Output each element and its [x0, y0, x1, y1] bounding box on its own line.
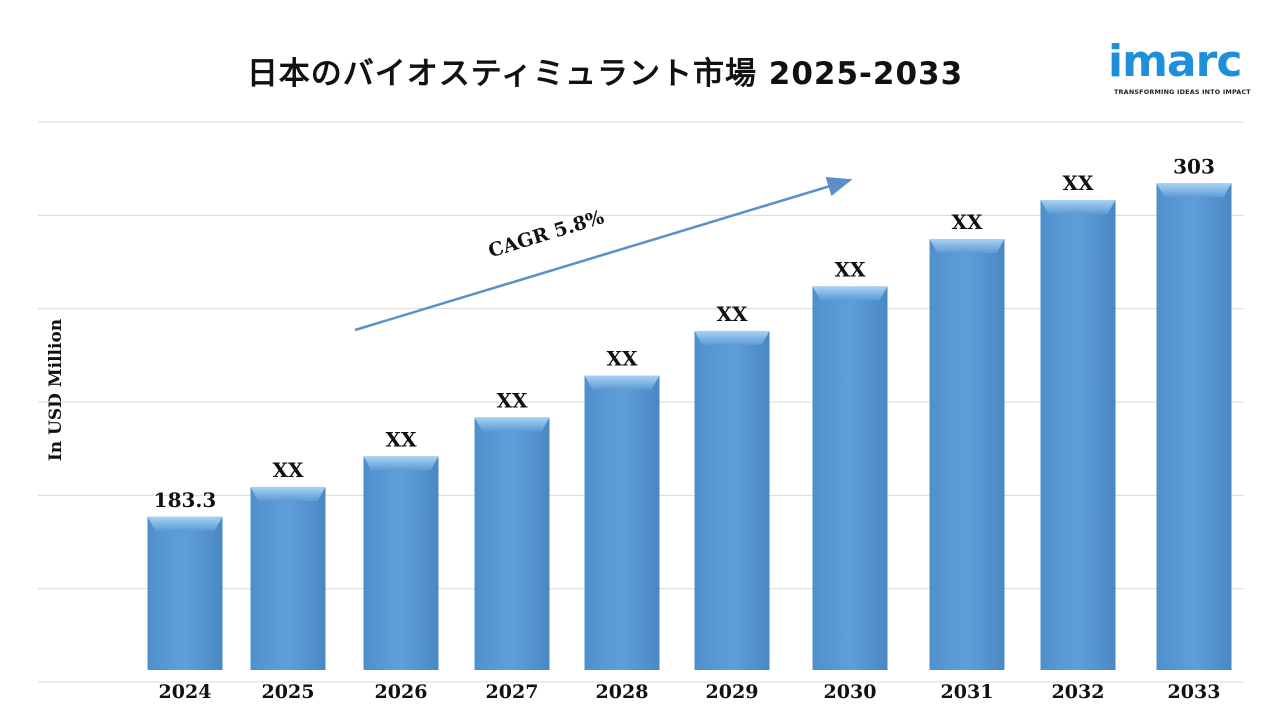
chart-title: 日本のバイオスティミュラント市場 2025-2033 [246, 56, 964, 92]
bar-2033: 303 2033 [1156, 154, 1232, 703]
bar-body [1040, 200, 1116, 670]
bar-2030: XX 2030 [812, 257, 888, 703]
x-tick-label: 2027 [486, 681, 539, 703]
data-label: XX [834, 257, 866, 281]
bar-body [147, 516, 223, 670]
logo-wordmark: imarc [1108, 36, 1242, 87]
x-tick-label: 2030 [824, 681, 877, 703]
bar-body [474, 417, 550, 670]
x-tick-label: 2029 [706, 681, 759, 703]
bar-cap [694, 330, 770, 345]
x-tick-label: 2025 [262, 681, 315, 703]
x-tick-label: 2032 [1052, 681, 1105, 703]
x-tick-label: 2033 [1168, 681, 1221, 703]
x-tick-label: 2024 [159, 681, 212, 703]
bar-body [584, 375, 660, 670]
data-label: XX [606, 347, 638, 371]
data-label: XX [951, 210, 983, 234]
bar-cap [584, 375, 660, 390]
bar-cap [812, 286, 888, 301]
data-label: 303 [1173, 154, 1215, 178]
bar-2031: XX 2031 [929, 210, 1005, 703]
data-label: 183.3 [154, 488, 217, 512]
x-tick-label: 2028 [596, 681, 649, 703]
imarc-logo: imarc TRANSFORMING IDEAS INTO IMPACT [1108, 40, 1268, 100]
bar-body [250, 486, 326, 670]
bar-body [363, 456, 439, 670]
bar-2028: XX 2028 [584, 347, 660, 703]
bar-body [929, 239, 1005, 670]
bar-2024: 183.3 2024 [147, 488, 223, 703]
bar-cap [1156, 183, 1232, 198]
bar-cap [250, 486, 326, 501]
bar-body [1156, 183, 1232, 671]
data-label: XX [272, 458, 304, 482]
bar-cap [474, 417, 550, 432]
data-label: XX [716, 302, 748, 326]
data-label: XX [496, 388, 528, 412]
cagr-label: CAGR 5.8% [486, 206, 607, 262]
bar-cap [363, 456, 439, 471]
bar-2027: XX 2027 [474, 388, 550, 703]
bar-cap [147, 516, 223, 531]
bar-cap [1040, 200, 1116, 215]
bar-body [812, 286, 888, 670]
bar-2025: XX 2025 [250, 458, 326, 703]
x-tick-label: 2031 [941, 681, 994, 703]
bar-body [694, 330, 770, 670]
cagr-arrow [354, 176, 853, 332]
bar-2029: XX 2029 [694, 302, 770, 703]
bar-cap [929, 239, 1005, 254]
data-label: XX [385, 427, 417, 451]
data-label: XX [1062, 171, 1094, 195]
bar-2026: XX 2026 [363, 427, 439, 703]
bar-2032: XX 2032 [1040, 171, 1116, 703]
logo-tagline: TRANSFORMING IDEAS INTO IMPACT [1114, 88, 1251, 96]
x-tick-label: 2026 [375, 681, 428, 703]
